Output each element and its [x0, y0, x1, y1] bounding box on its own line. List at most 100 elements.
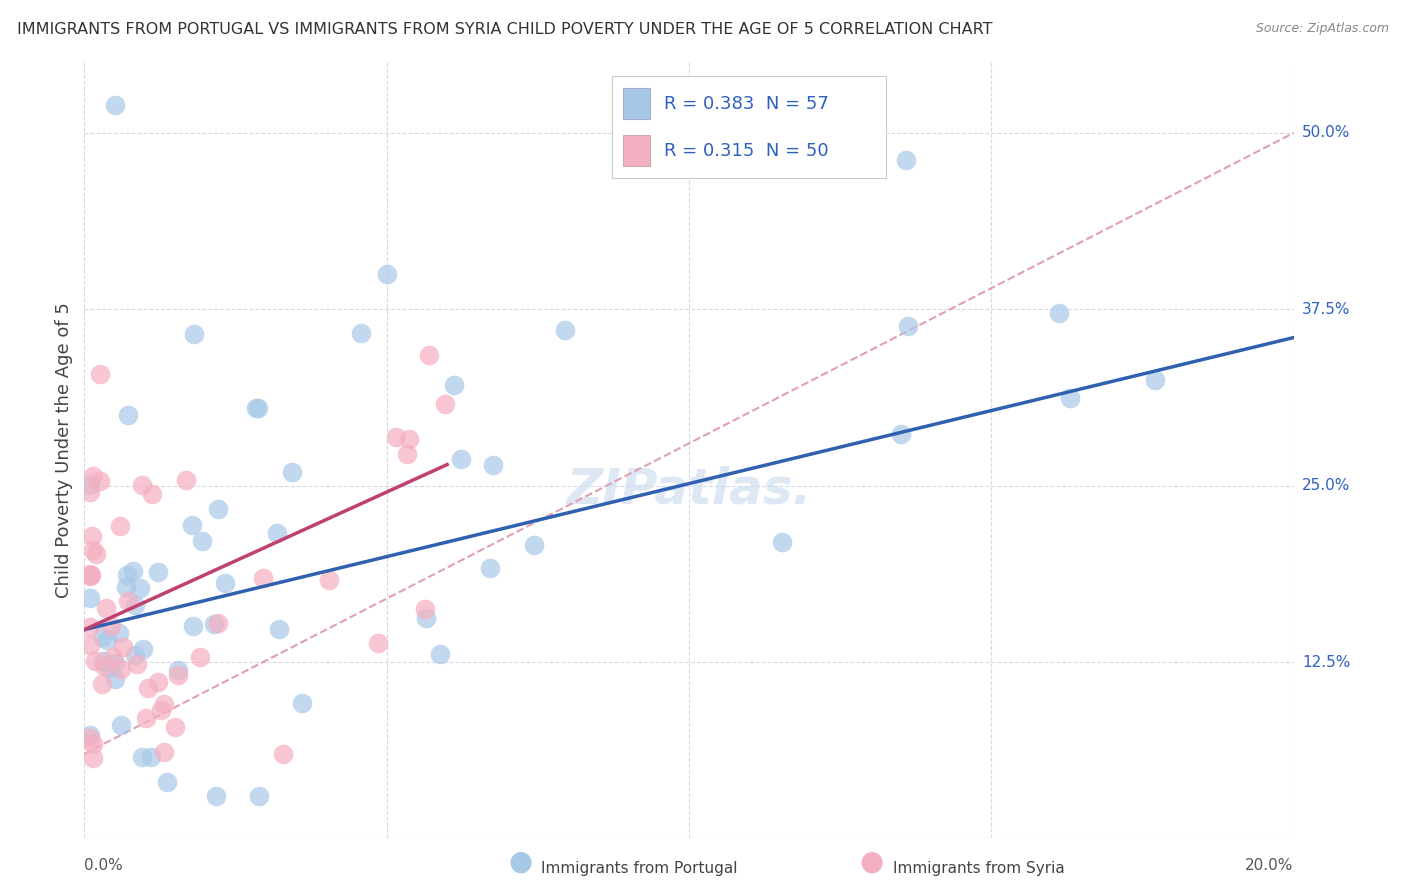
Point	[1143, 373, 1166, 387]
Point	[93, 654, 115, 668]
Point	[82, 751, 104, 765]
Point	[318, 573, 340, 587]
Point	[479, 560, 502, 574]
Point	[150, 702, 173, 716]
Point	[174, 473, 197, 487]
Point	[124, 599, 146, 613]
Point	[79, 591, 101, 605]
Point	[79, 485, 101, 500]
Point	[80, 568, 103, 582]
Point	[163, 720, 186, 734]
Point	[79, 567, 101, 582]
FancyBboxPatch shape	[623, 136, 650, 166]
Point	[139, 749, 162, 764]
Point	[135, 710, 157, 724]
Point	[481, 458, 503, 473]
Point	[1047, 306, 1070, 320]
Text: IMMIGRANTS FROM PORTUGAL VS IMMIGRANTS FROM SYRIA CHILD POVERTY UNDER THE AGE OF: IMMIGRANTS FROM PORTUGAL VS IMMIGRANTS F…	[17, 22, 993, 37]
Point	[94, 600, 117, 615]
Point	[127, 657, 149, 671]
Point	[267, 622, 290, 636]
Point	[104, 672, 127, 686]
Point	[111, 640, 134, 654]
Point	[129, 581, 152, 595]
Y-axis label: Child Poverty Under the Age of 5: Child Poverty Under the Age of 5	[55, 302, 73, 599]
Point	[79, 731, 101, 745]
Text: 20.0%: 20.0%	[1246, 858, 1294, 873]
Point	[153, 698, 176, 712]
Text: R = 0.315  N = 50: R = 0.315 N = 50	[664, 142, 828, 160]
Point	[124, 648, 146, 662]
Point	[214, 575, 236, 590]
Point	[418, 347, 440, 361]
Point	[167, 668, 190, 682]
Point	[1059, 392, 1081, 406]
Point	[89, 367, 111, 381]
Point	[350, 326, 373, 341]
Point	[110, 662, 132, 676]
Point	[131, 750, 153, 764]
Point	[146, 675, 169, 690]
Point	[93, 658, 115, 673]
Point	[82, 529, 104, 543]
Point	[153, 745, 176, 759]
Point	[96, 633, 118, 648]
Point	[897, 319, 920, 334]
Point	[207, 502, 229, 516]
Point	[82, 738, 104, 752]
Point	[141, 487, 163, 501]
Point	[166, 663, 188, 677]
Point	[156, 774, 179, 789]
Point	[183, 326, 205, 341]
Point	[183, 619, 205, 633]
Point	[429, 648, 451, 662]
Text: ●: ●	[859, 848, 884, 876]
Point	[90, 631, 112, 645]
Point	[207, 615, 229, 630]
Point	[84, 654, 107, 668]
Point	[247, 401, 270, 415]
Point	[136, 681, 159, 695]
Point	[415, 611, 437, 625]
Point	[894, 153, 917, 168]
Point	[385, 430, 408, 444]
Point	[375, 267, 398, 281]
Point	[395, 447, 418, 461]
Point	[79, 728, 101, 742]
Point	[101, 650, 124, 665]
Text: 12.5%: 12.5%	[1302, 655, 1350, 670]
Point	[554, 323, 576, 337]
Point	[82, 469, 104, 483]
Point	[252, 571, 274, 585]
Point	[115, 580, 138, 594]
Point	[266, 526, 288, 541]
Point	[79, 478, 101, 492]
Point	[191, 533, 214, 548]
Point	[367, 636, 389, 650]
Text: 37.5%: 37.5%	[1302, 301, 1350, 317]
Text: 0.0%: 0.0%	[84, 858, 124, 873]
Text: 25.0%: 25.0%	[1302, 478, 1350, 493]
Point	[443, 377, 465, 392]
Point	[413, 602, 436, 616]
Point	[110, 717, 132, 731]
Point	[82, 543, 104, 558]
Point	[132, 642, 155, 657]
Text: 50.0%: 50.0%	[1302, 126, 1350, 140]
FancyBboxPatch shape	[623, 88, 650, 119]
Point	[79, 619, 101, 633]
Point	[79, 638, 101, 652]
Point	[245, 401, 267, 415]
Point	[146, 565, 169, 579]
Point	[181, 518, 204, 533]
Point	[89, 474, 111, 488]
Point	[98, 661, 121, 675]
Point	[247, 789, 270, 804]
Point	[121, 564, 143, 578]
Point	[770, 535, 793, 549]
Text: Immigrants from Syria: Immigrants from Syria	[893, 861, 1064, 876]
Point	[890, 426, 912, 441]
Point	[131, 478, 153, 492]
Text: R = 0.383  N = 57: R = 0.383 N = 57	[664, 95, 828, 112]
Text: Immigrants from Portugal: Immigrants from Portugal	[541, 861, 738, 876]
